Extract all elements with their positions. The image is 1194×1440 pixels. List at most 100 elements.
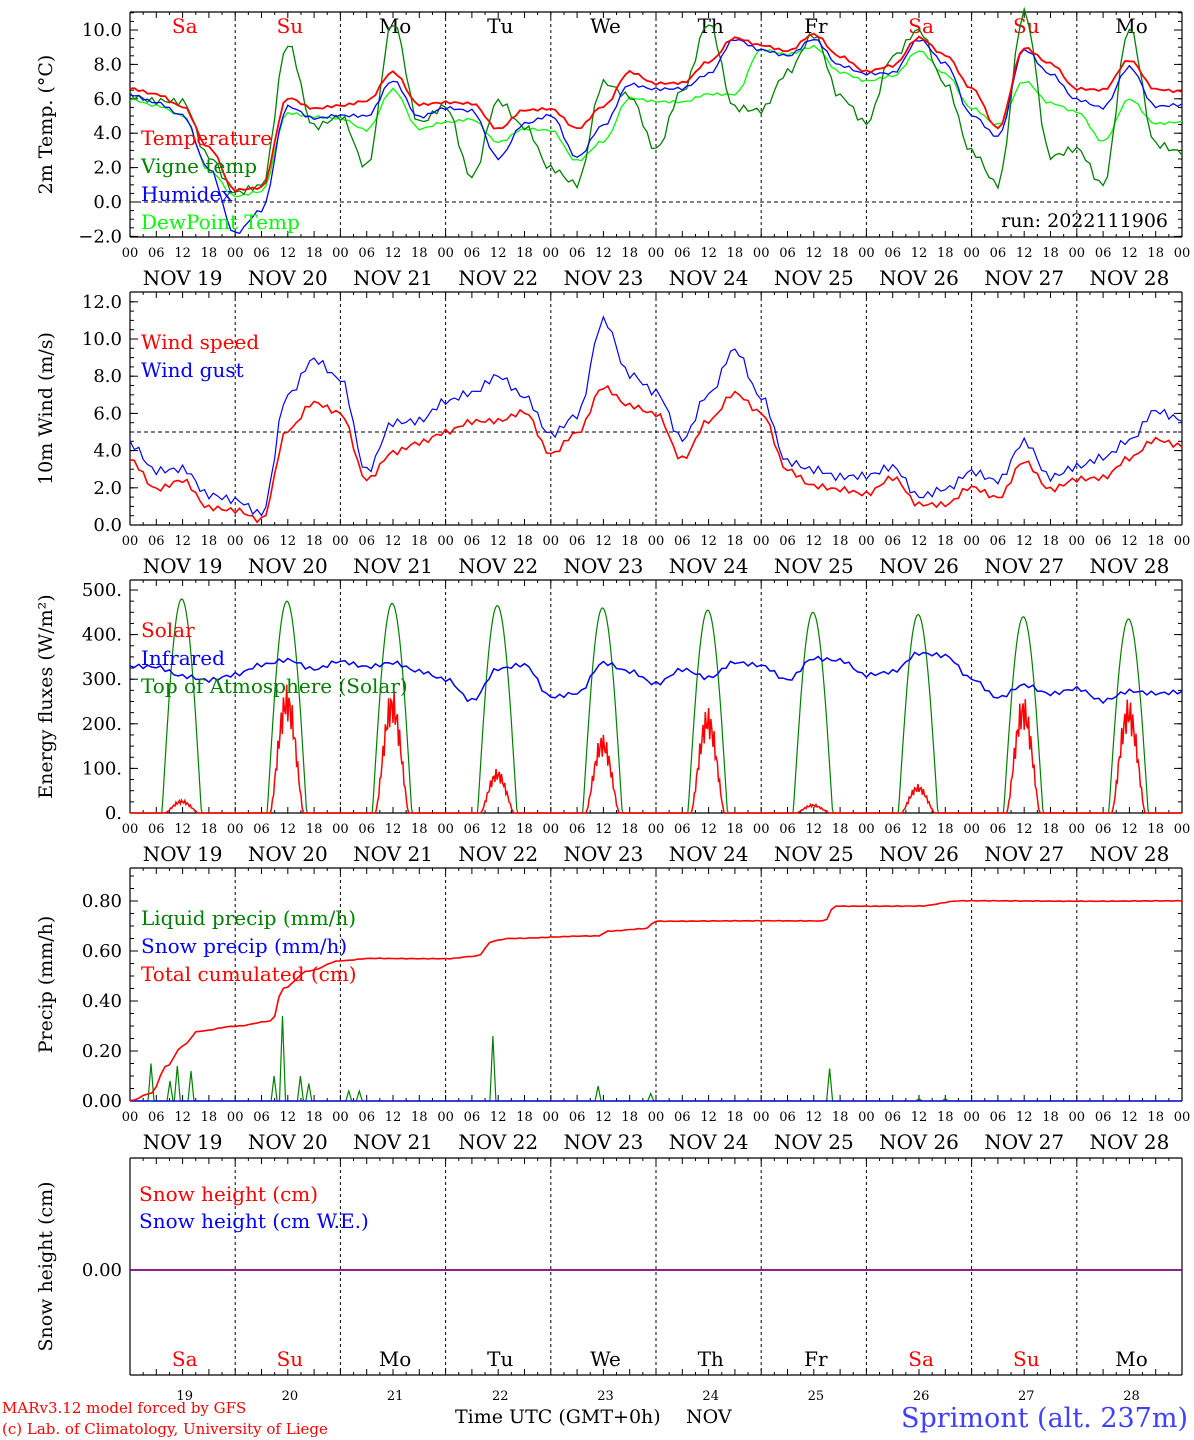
y-tick-label: 0. xyxy=(105,803,122,824)
hour-label: 00 xyxy=(963,822,980,837)
y-tick-label: 8.0 xyxy=(93,54,122,75)
date-label: NOV 22 xyxy=(458,842,538,866)
hour-label: 18 xyxy=(411,534,428,549)
hour-label: 00 xyxy=(437,534,454,549)
date-label: NOV 23 xyxy=(564,1130,644,1154)
hour-label: 12 xyxy=(280,822,297,837)
hour-label: 06 xyxy=(990,822,1007,837)
date-label: NOV 20 xyxy=(248,554,328,578)
y-tick-label: 0.0 xyxy=(93,515,122,536)
hour-label: 06 xyxy=(569,1110,586,1125)
date-label: NOV 25 xyxy=(774,842,854,866)
date-label: NOV 28 xyxy=(1090,266,1170,290)
footer-lab: (c) Lab. of Climatology, University of L… xyxy=(2,1420,328,1438)
hour-label: 12 xyxy=(595,822,612,837)
day-name-bottom: Tu xyxy=(487,1347,513,1371)
day-name-bottom: Su xyxy=(1013,1347,1040,1371)
hour-label: 18 xyxy=(727,822,744,837)
date-label: NOV 25 xyxy=(774,1130,854,1154)
hour-label: 00 xyxy=(437,246,454,261)
hour-label: 06 xyxy=(674,534,691,549)
hour-label: 18 xyxy=(306,534,323,549)
y-tick-label: 12.0 xyxy=(82,292,122,313)
hour-label: 06 xyxy=(1095,534,1112,549)
hour-label: 18 xyxy=(201,1110,218,1125)
hour-label: 06 xyxy=(358,822,375,837)
legend-entry: Total cumulated (cm) xyxy=(141,962,357,986)
day-name-top: Tu xyxy=(487,14,513,38)
hour-label: 00 xyxy=(332,534,349,549)
hour-label: 18 xyxy=(832,534,849,549)
y-tick-label: 0.40 xyxy=(82,991,122,1012)
hour-label: 12 xyxy=(806,1110,823,1125)
y-tick-label: 0.60 xyxy=(82,941,122,962)
series-line-infrared xyxy=(129,651,1183,705)
y-tick-label: 8.0 xyxy=(93,366,122,387)
y-tick-label: 500. xyxy=(82,580,122,601)
hour-label: 18 xyxy=(1147,1110,1164,1125)
hour-label: 06 xyxy=(464,534,481,549)
day-name-bottom: Fr xyxy=(804,1347,828,1371)
date-label: NOV 27 xyxy=(984,554,1064,578)
date-label: NOV 19 xyxy=(143,842,223,866)
hour-label: 06 xyxy=(148,246,165,261)
day-name-top: Fr xyxy=(804,14,828,38)
hour-label: 12 xyxy=(174,534,191,549)
hour-label: 12 xyxy=(806,246,823,261)
hour-label: 06 xyxy=(253,534,270,549)
hour-label: 00 xyxy=(332,822,349,837)
hour-label: 12 xyxy=(1016,534,1033,549)
hour-label: 12 xyxy=(911,822,928,837)
y-axis-label: 10m Wind (m/s) xyxy=(35,332,57,485)
hour-label: 12 xyxy=(595,246,612,261)
hour-label: 18 xyxy=(937,534,954,549)
hour-label: 06 xyxy=(148,534,165,549)
date-label: NOV 25 xyxy=(774,554,854,578)
hour-label: 12 xyxy=(490,822,507,837)
day-name-top: Sa xyxy=(172,14,198,38)
date-label: NOV 22 xyxy=(458,266,538,290)
hour-label: 00 xyxy=(543,822,560,837)
hour-label: 12 xyxy=(595,534,612,549)
day-number: 24 xyxy=(702,1389,719,1404)
y-tick-label: 10.0 xyxy=(82,20,122,41)
hour-label: 00 xyxy=(858,246,875,261)
hour-label: 18 xyxy=(727,534,744,549)
hour-label: 18 xyxy=(832,246,849,261)
y-tick-label: 0.00 xyxy=(82,1091,122,1112)
hour-label: 06 xyxy=(569,822,586,837)
hour-label: 12 xyxy=(700,822,717,837)
hour-label: 18 xyxy=(306,1110,323,1125)
hour-label: 00 xyxy=(963,246,980,261)
hour-label: 18 xyxy=(516,1110,533,1125)
hour-label: 12 xyxy=(1016,822,1033,837)
legend-entry: Humidex xyxy=(141,182,233,206)
series-line-total-cumulated xyxy=(129,899,1183,1102)
date-label: NOV 27 xyxy=(984,266,1064,290)
day-name-bottom: Sa xyxy=(172,1347,198,1371)
hour-label: 06 xyxy=(253,822,270,837)
hour-label: 12 xyxy=(1121,822,1138,837)
legend-entry: Vigne temp xyxy=(140,154,257,178)
hour-label: 12 xyxy=(911,1110,928,1125)
day-name-bottom: Sa xyxy=(908,1347,934,1371)
date-label: NOV 28 xyxy=(1090,842,1170,866)
hour-label: 00 xyxy=(543,246,560,261)
hour-label: 18 xyxy=(1042,1110,1059,1125)
footer-model: MARv3.12 model forced by GFS xyxy=(2,1399,246,1417)
hour-label: 00 xyxy=(1174,1110,1191,1125)
hour-label: 12 xyxy=(1121,534,1138,549)
hour-label: 00 xyxy=(1069,534,1086,549)
hour-label: 06 xyxy=(884,1110,901,1125)
hour-label: 00 xyxy=(858,822,875,837)
hour-label: 18 xyxy=(516,246,533,261)
date-label: NOV 19 xyxy=(143,266,223,290)
hour-label: 06 xyxy=(779,246,796,261)
hour-label: 00 xyxy=(122,534,139,549)
date-label: NOV 26 xyxy=(879,1130,959,1154)
hour-label: 12 xyxy=(174,1110,191,1125)
series-line-humidex xyxy=(129,38,1183,235)
hour-label: 00 xyxy=(227,1110,244,1125)
y-tick-label: 100. xyxy=(82,758,122,779)
